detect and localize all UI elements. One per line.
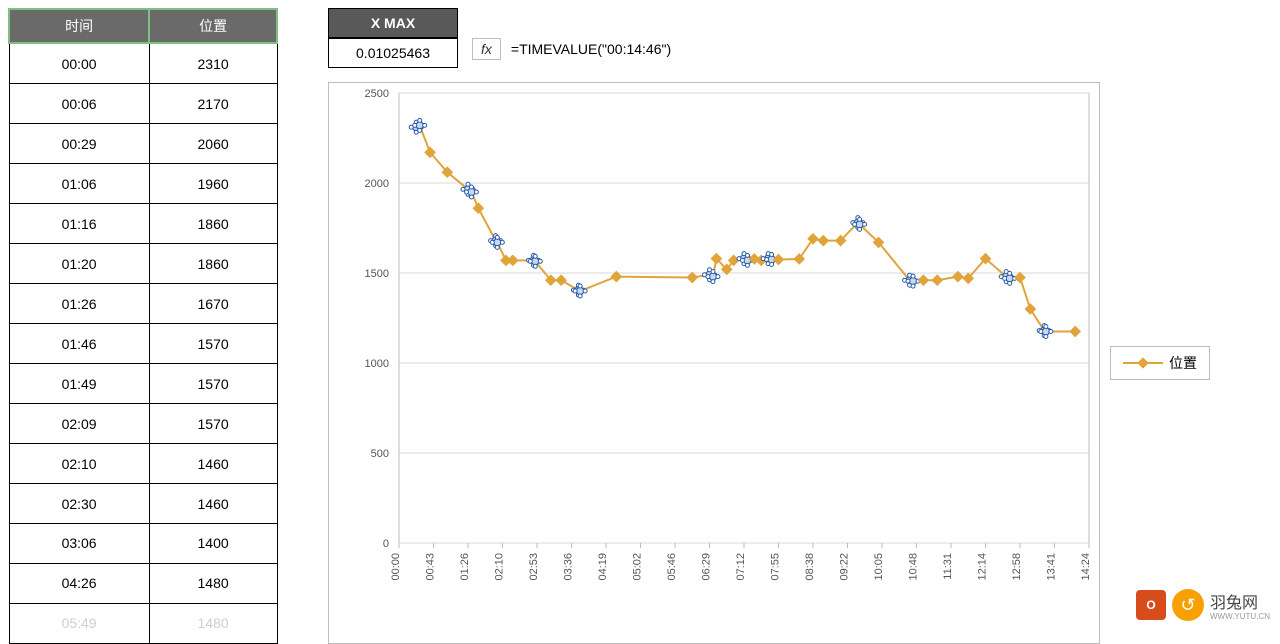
table-row[interactable]: 04:261480 bbox=[9, 563, 277, 603]
table-row[interactable]: 00:002310 bbox=[9, 43, 277, 84]
svg-text:12:14: 12:14 bbox=[977, 553, 989, 581]
svg-text:11:31: 11:31 bbox=[942, 553, 954, 580]
table-row[interactable]: 01:161860 bbox=[9, 204, 277, 244]
chart-area[interactable]: 0 500 1000 1500 2000 2500 00:00 00:43 01:26 02:10… bbox=[328, 82, 1100, 644]
svg-text:14:24: 14:24 bbox=[1080, 553, 1092, 581]
cell-time[interactable]: 00:00 bbox=[9, 43, 149, 84]
cell-time[interactable]: 02:30 bbox=[9, 484, 149, 524]
table-header-time[interactable]: 时间 bbox=[9, 9, 149, 43]
svg-text:2000: 2000 bbox=[365, 178, 389, 190]
svg-text:01:26: 01:26 bbox=[459, 553, 471, 581]
cell-time[interactable]: 05:49 bbox=[9, 603, 149, 643]
svg-text:0: 0 bbox=[383, 538, 389, 550]
formula-bar-text[interactable]: =TIMEVALUE("00:14:46") bbox=[511, 41, 671, 57]
svg-text:09:22: 09:22 bbox=[839, 553, 851, 581]
table-row[interactable]: 01:201860 bbox=[9, 244, 277, 284]
table-row[interactable]: 02:101460 bbox=[9, 444, 277, 484]
legend-label: 位置 bbox=[1169, 353, 1197, 373]
table-row[interactable]: 00:292060 bbox=[9, 124, 277, 164]
cell-time[interactable]: 02:09 bbox=[9, 404, 149, 444]
svg-text:1000: 1000 bbox=[365, 358, 389, 370]
cell-position[interactable]: 1480 bbox=[149, 603, 277, 643]
svg-text:12:58: 12:58 bbox=[1011, 553, 1023, 581]
svg-text:02:53: 02:53 bbox=[528, 553, 540, 581]
cell-position[interactable]: 1960 bbox=[149, 164, 277, 204]
watermark-badge-office-icon: O bbox=[1136, 590, 1166, 620]
legend-marker-icon bbox=[1123, 362, 1163, 364]
cell-position[interactable]: 1570 bbox=[149, 364, 277, 404]
xmax-value[interactable]: 0.01025463 bbox=[328, 38, 458, 68]
table-header-position[interactable]: 位置 bbox=[149, 9, 277, 43]
cell-time[interactable]: 02:10 bbox=[9, 444, 149, 484]
svg-text:10:48: 10:48 bbox=[908, 553, 920, 581]
cell-time[interactable]: 04:26 bbox=[9, 563, 149, 603]
cell-position[interactable]: 1460 bbox=[149, 484, 277, 524]
svg-text:02:10: 02:10 bbox=[494, 553, 506, 581]
xmax-box: X MAX 0.01025463 bbox=[328, 8, 458, 68]
cell-position[interactable]: 2060 bbox=[149, 124, 277, 164]
cell-time[interactable]: 03:06 bbox=[9, 524, 149, 564]
xmax-label: X MAX bbox=[328, 8, 458, 38]
svg-text:2500: 2500 bbox=[365, 88, 389, 100]
table-row[interactable]: 01:261670 bbox=[9, 284, 277, 324]
svg-text:00:43: 00:43 bbox=[425, 553, 437, 581]
cell-position[interactable]: 1460 bbox=[149, 444, 277, 484]
watermark-text: 羽兔网 WWW.YUTU.CN bbox=[1210, 589, 1270, 621]
cell-position[interactable]: 1860 bbox=[149, 244, 277, 284]
table-row[interactable]: 00:062170 bbox=[9, 84, 277, 124]
cell-position[interactable]: 1400 bbox=[149, 524, 277, 564]
table-row[interactable]: 03:061400 bbox=[9, 524, 277, 564]
svg-text:13:41: 13:41 bbox=[1046, 553, 1058, 581]
svg-text:10:05: 10:05 bbox=[873, 553, 885, 581]
line-chart[interactable]: 0 500 1000 1500 2000 2500 00:00 00:43 01:26 02:10… bbox=[329, 83, 1099, 643]
svg-text:05:02: 05:02 bbox=[632, 553, 644, 581]
table-row[interactable]: 01:061960 bbox=[9, 164, 277, 204]
cell-time[interactable]: 01:26 bbox=[9, 284, 149, 324]
svg-text:07:55: 07:55 bbox=[770, 553, 782, 581]
watermark-badge-rabbit-icon: ↺ bbox=[1172, 589, 1204, 621]
cell-position[interactable]: 1860 bbox=[149, 204, 277, 244]
cell-position[interactable]: 2310 bbox=[149, 43, 277, 84]
table-row[interactable]: 01:491570 bbox=[9, 364, 277, 404]
chart-legend[interactable]: 位置 bbox=[1110, 346, 1210, 380]
svg-text:08:38: 08:38 bbox=[804, 553, 816, 581]
data-table[interactable]: 时间 位置 00:00231000:06217000:29206001:0619… bbox=[8, 8, 278, 644]
svg-text:03:36: 03:36 bbox=[563, 553, 575, 581]
cell-position[interactable]: 1570 bbox=[149, 404, 277, 444]
svg-text:05:46: 05:46 bbox=[666, 553, 678, 581]
cell-time[interactable]: 00:06 bbox=[9, 84, 149, 124]
svg-text:1500: 1500 bbox=[365, 268, 389, 280]
cell-time[interactable]: 01:20 bbox=[9, 244, 149, 284]
cell-position[interactable]: 1480 bbox=[149, 563, 277, 603]
svg-text:00:00: 00:00 bbox=[390, 553, 402, 581]
svg-text:04:19: 04:19 bbox=[597, 553, 609, 581]
watermark: O ↺ 羽兔网 WWW.YUTU.CN bbox=[1136, 589, 1270, 621]
cell-position[interactable]: 2170 bbox=[149, 84, 277, 124]
table-row[interactable]: 02:301460 bbox=[9, 484, 277, 524]
cell-time[interactable]: 01:16 bbox=[9, 204, 149, 244]
table-row[interactable]: 02:091570 bbox=[9, 404, 277, 444]
cell-position[interactable]: 1570 bbox=[149, 324, 277, 364]
table-row[interactable]: 01:461570 bbox=[9, 324, 277, 364]
svg-text:06:29: 06:29 bbox=[701, 553, 713, 581]
cell-position[interactable]: 1670 bbox=[149, 284, 277, 324]
fx-icon[interactable]: fx bbox=[472, 38, 501, 60]
svg-text:500: 500 bbox=[371, 448, 389, 460]
svg-text:07:12: 07:12 bbox=[735, 553, 747, 581]
cell-time[interactable]: 01:46 bbox=[9, 324, 149, 364]
cell-time[interactable]: 00:29 bbox=[9, 124, 149, 164]
cell-time[interactable]: 01:06 bbox=[9, 164, 149, 204]
table-row[interactable]: 05:491480 bbox=[9, 603, 277, 643]
cell-time[interactable]: 01:49 bbox=[9, 364, 149, 404]
